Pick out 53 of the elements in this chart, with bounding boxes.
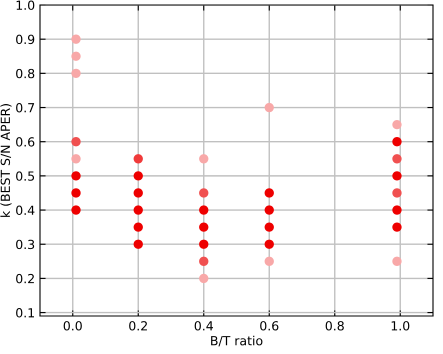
point xyxy=(264,222,274,232)
point xyxy=(199,240,208,249)
x-tick-label: 0.8 xyxy=(326,321,344,331)
point xyxy=(392,188,402,198)
point xyxy=(392,120,402,130)
y-tick-label: 0.6 xyxy=(16,137,34,147)
point xyxy=(134,240,143,249)
y-tick-label: 0.5 xyxy=(16,171,34,181)
y-tick-label: 0.3 xyxy=(16,240,34,250)
point xyxy=(392,154,402,164)
point xyxy=(264,188,274,198)
point xyxy=(392,171,402,181)
y-tick-label: 1.0 xyxy=(16,0,34,10)
y-tick-label: 0.4 xyxy=(16,206,34,215)
point xyxy=(134,205,143,215)
x-tick-label: 0.0 xyxy=(64,321,82,331)
point xyxy=(199,256,208,266)
point xyxy=(71,68,81,78)
point xyxy=(392,137,402,146)
point xyxy=(199,222,208,232)
y-tick-label: 0.1 xyxy=(16,308,34,318)
point xyxy=(71,188,81,198)
point xyxy=(199,188,208,198)
y-tick-label: 0.9 xyxy=(16,34,34,44)
point xyxy=(71,205,81,215)
point xyxy=(134,171,143,181)
point xyxy=(392,222,402,232)
point xyxy=(71,154,81,164)
y-tick-label: 0.8 xyxy=(16,68,34,78)
point xyxy=(264,256,274,266)
y-tick-label: 0.2 xyxy=(16,274,34,284)
point xyxy=(199,274,208,284)
point xyxy=(264,205,274,215)
point xyxy=(392,205,402,215)
point xyxy=(134,188,143,198)
point xyxy=(71,171,81,181)
point xyxy=(134,222,143,232)
x-axis-title: B/T ratio xyxy=(211,336,262,346)
point xyxy=(199,154,208,164)
x-tick-label: 0.4 xyxy=(194,321,213,331)
point xyxy=(199,205,208,215)
y-axis-title: k (BEST S/N APER) xyxy=(0,104,12,217)
point xyxy=(264,102,274,112)
x-tick-label: 0.6 xyxy=(260,321,278,331)
x-tick-label: 1.0 xyxy=(392,321,410,331)
point xyxy=(71,34,81,44)
x-tick-label: 0.2 xyxy=(129,321,147,331)
point xyxy=(71,52,81,61)
point xyxy=(392,256,402,266)
point xyxy=(134,154,143,164)
point xyxy=(264,240,274,249)
point xyxy=(71,137,81,146)
y-tick-label: 0.7 xyxy=(16,103,34,112)
